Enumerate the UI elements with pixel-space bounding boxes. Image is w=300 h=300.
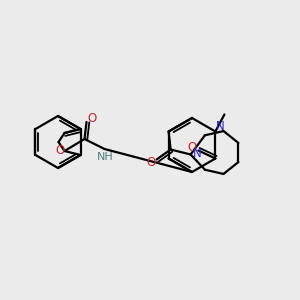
Text: O: O <box>55 143 64 157</box>
Text: N: N <box>193 147 202 160</box>
Text: O: O <box>146 156 155 169</box>
Text: O: O <box>87 112 96 125</box>
Text: O: O <box>188 141 197 154</box>
Text: N: N <box>216 120 225 133</box>
Text: NH: NH <box>97 152 114 162</box>
